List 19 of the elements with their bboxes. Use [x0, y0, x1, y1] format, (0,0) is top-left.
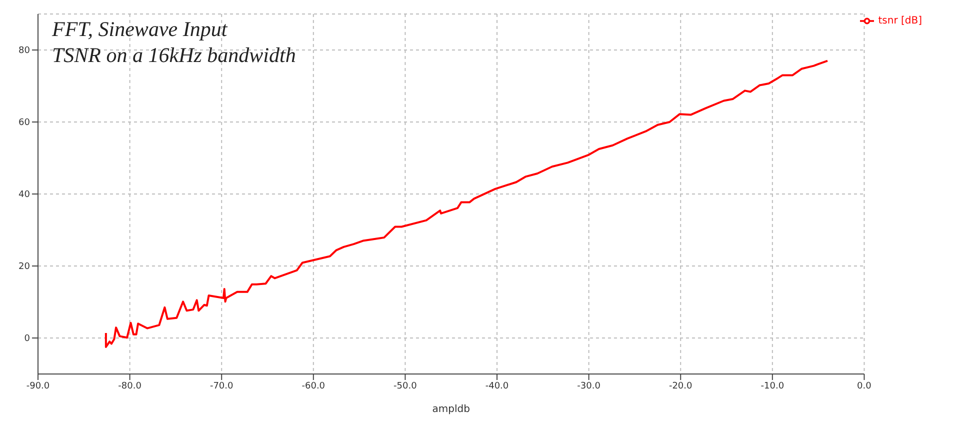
x-tick-label: -90.0	[26, 381, 50, 392]
x-tick-label: -80.0	[118, 381, 142, 392]
x-tick-label: -20.0	[668, 381, 693, 392]
text: TSNR on a 16kHz bandwidth	[52, 42, 296, 68]
x-tick-label: -60.0	[302, 381, 326, 392]
y-tick-label: 80	[18, 46, 30, 56]
x-tick-label: -70.0	[210, 381, 234, 392]
y-tick-label: 60	[18, 118, 30, 128]
y-tick-label: 40	[18, 190, 30, 200]
legend-label: tsnr [dB]	[878, 16, 922, 27]
x-axis-title: ampldb	[432, 404, 470, 415]
x-tick-label: -10.0	[760, 381, 784, 392]
y-tick-label: 20	[18, 262, 30, 272]
x-tick-label: -40.0	[485, 381, 509, 392]
chart-title: FFT, Sinewave Input	[52, 16, 228, 42]
x-tick-label: -30.0	[577, 381, 601, 392]
y-tick-label: 0	[24, 334, 30, 344]
x-tick-label: 0.0	[857, 381, 872, 392]
x-tick-label: -50.0	[394, 381, 418, 392]
